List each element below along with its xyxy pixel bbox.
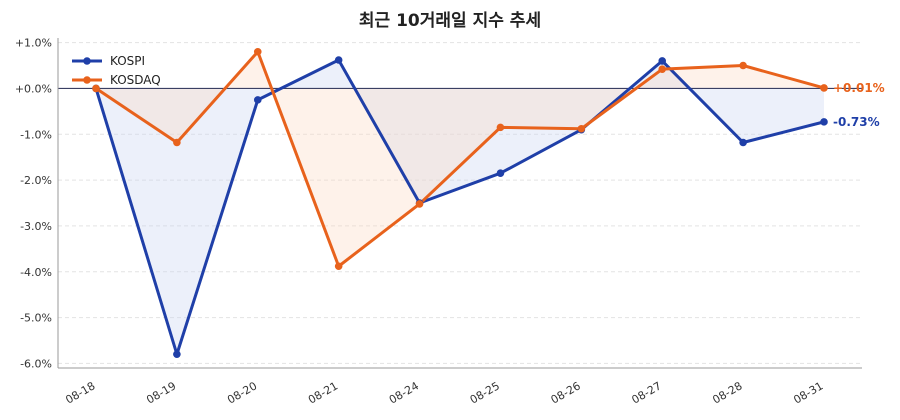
- x-tick-label: 08-24: [387, 379, 421, 406]
- data-point-kospi: [658, 57, 667, 65]
- y-tick-labels: +1.0% +0.0% -1.0% -2.0% -3.0% -4.0% -5.0% -6.0%: [15, 37, 52, 371]
- series-lines: [94, 50, 826, 356]
- y-tick-label: -6.0%: [20, 357, 52, 370]
- x-tick-label: 08-25: [468, 379, 502, 406]
- x-tick-label: 08-31: [791, 379, 825, 406]
- y-tick-label: -1.0%: [20, 128, 52, 141]
- data-point-kosdaq: [334, 262, 343, 271]
- data-point-kosdaq: [92, 84, 100, 93]
- y-tick-label: -5.0%: [20, 312, 52, 325]
- x-tick-label: 08-19: [144, 379, 178, 406]
- series-line-kospi: [94, 58, 826, 356]
- series-line-kosdaq: [94, 50, 826, 268]
- axes: [57, 38, 862, 369]
- series-points: [92, 47, 828, 359]
- end-label-kospi: -0.73%: [833, 115, 880, 129]
- x-tick-label: 08-18: [63, 379, 97, 406]
- legend-marker-kosdaq: [83, 76, 91, 84]
- legend: KOSPI KOSDAQ: [72, 54, 161, 87]
- data-point-kosdaq: [820, 84, 828, 92]
- legend-marker-kospi: [83, 57, 91, 65]
- data-point-kospi: [173, 350, 181, 359]
- end-labels: -0.73% +0.01%: [833, 81, 885, 129]
- x-tick-label: 08-28: [710, 379, 744, 406]
- data-point-kosdaq: [173, 138, 181, 147]
- data-point-kosdaq: [739, 61, 747, 70]
- y-tick-label: +0.0%: [15, 82, 52, 95]
- legend-label-kospi: KOSPI: [110, 54, 145, 68]
- legend-label-kosdaq: KOSDAQ: [110, 73, 161, 87]
- data-point-kosdaq: [253, 47, 262, 56]
- data-point-kosdaq: [415, 200, 424, 208]
- data-point-kospi: [820, 118, 828, 126]
- end-label-kosdaq: +0.01%: [833, 81, 885, 95]
- data-point-kospi: [496, 169, 505, 178]
- data-point-kosdaq: [577, 124, 586, 133]
- x-tick-label: 08-26: [549, 379, 583, 406]
- y-tick-label: -3.0%: [20, 220, 52, 233]
- x-tick-label: 08-21: [306, 379, 340, 406]
- grid-lines: [58, 42, 862, 364]
- data-point-kospi: [334, 56, 343, 64]
- y-tick-label: +1.0%: [15, 37, 52, 50]
- x-tick-label: 08-27: [630, 379, 664, 406]
- y-tick-label: -2.0%: [20, 174, 52, 187]
- chart-title: 최근 10거래일 지수 추세: [359, 11, 541, 31]
- x-tick-label: 08-20: [225, 379, 259, 406]
- series-fill-areas: [96, 51, 824, 355]
- x-tick-labels: 08-18 08-19 08-20 08-21 08-24 08-25 08-26 08-27…: [63, 379, 825, 406]
- y-tick-label: -4.0%: [20, 266, 52, 279]
- data-point-kospi: [253, 96, 262, 104]
- data-point-kospi: [739, 138, 747, 147]
- data-point-kosdaq: [496, 123, 505, 132]
- data-point-kosdaq: [658, 65, 667, 73]
